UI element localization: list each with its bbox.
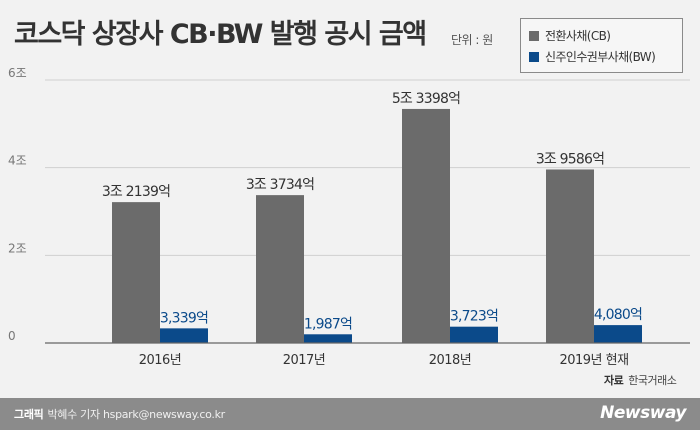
y-tick-label: 6조 — [8, 66, 27, 80]
data-label-bw: 3,723억 — [450, 309, 498, 325]
bar-bw — [594, 325, 642, 343]
unit-label: 단위 : 원 — [451, 33, 493, 47]
bar-cb — [256, 195, 304, 343]
source-text: 한국거래소 — [628, 374, 677, 387]
legend-swatch-cb — [529, 30, 539, 41]
data-label-bw: 3,339억 — [160, 310, 208, 326]
y-tick-label: 0 — [8, 329, 16, 343]
source-note: 자료 한국거래소 — [604, 372, 677, 388]
x-tick-label: 2019년 현재 — [559, 353, 628, 368]
data-label-bw: 1,987억 — [304, 316, 352, 332]
credit-label: 그래픽 — [14, 408, 44, 421]
credit: 그래픽 박혜수 기자 hspark@newsway.co.kr — [14, 406, 225, 422]
data-label-cb: 3조 3734억 — [246, 177, 314, 193]
data-label-cb: 3조 2139억 — [102, 184, 170, 200]
data-label-cb: 5조 3398억 — [392, 91, 460, 107]
bar-cb — [112, 202, 160, 343]
x-tick-label: 2017년 — [283, 353, 326, 368]
y-tick-label: 2조 — [8, 241, 27, 255]
legend-swatch-bw — [529, 51, 539, 62]
credit-text: 박혜수 기자 hspark@newsway.co.kr — [47, 408, 225, 421]
bar-bw — [450, 326, 498, 343]
data-label-cb: 3조 9586억 — [536, 151, 604, 167]
legend-label-bw: 신주인수권부사채(BW) — [545, 50, 656, 64]
legend: 전환사채(CB) 신주인수권부사채(BW) — [520, 18, 683, 73]
footer-bar: 그래픽 박혜수 기자 hspark@newsway.co.kr Newsway — [0, 398, 700, 430]
y-tick-label: 4조 — [8, 154, 27, 168]
legend-item-bw: 신주인수권부사채(BW) — [529, 46, 682, 67]
bar-bw — [160, 328, 208, 343]
bar-chart: 0 2조 4조 6조 3조 2139억 3,339억 2016년 3조 3734억 1,987억… — [8, 66, 690, 368]
legend-label-cb: 전환사채(CB) — [545, 29, 611, 43]
x-tick-label: 2016년 — [139, 353, 182, 368]
x-tick-label: 2018년 — [429, 353, 472, 368]
chart-title: 코스닥 상장사 CB·BW 발행 공시 금액 — [14, 19, 427, 50]
brand-logo: Newsway — [600, 403, 686, 423]
bar-cb — [546, 169, 594, 343]
source-label: 자료 — [604, 374, 624, 387]
bar-cb — [402, 108, 450, 343]
data-label-bw: 4,080억 — [594, 307, 642, 323]
bar-bw — [304, 334, 352, 343]
legend-item-cb: 전환사채(CB) — [529, 25, 682, 46]
